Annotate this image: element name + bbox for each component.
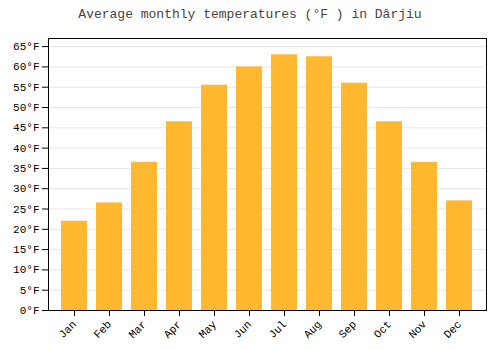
svg-text:May: May	[197, 318, 220, 341]
svg-text:20°F: 20°F	[13, 224, 39, 236]
svg-text:Mar: Mar	[127, 318, 149, 340]
svg-text:65°F: 65°F	[13, 41, 39, 53]
svg-text:50°F: 50°F	[13, 102, 39, 114]
html-text:Average monthly temperatures (: Average monthly temperatures (°F ) in Dâ…	[78, 7, 422, 22]
svg-text:Jun: Jun	[232, 318, 254, 340]
svg-text:Dec: Dec	[442, 318, 464, 340]
svg-text:30°F: 30°F	[13, 183, 39, 195]
svg-text:10°F: 10°F	[13, 264, 39, 276]
svg-text:0°F: 0°F	[20, 305, 40, 317]
svg-text:45°F: 45°F	[13, 122, 39, 134]
svg-text:Aug: Aug	[302, 318, 324, 340]
svg-text:25°F: 25°F	[13, 204, 39, 216]
svg-text:Sep: Sep	[337, 318, 359, 340]
svg-text:5°F: 5°F	[20, 285, 40, 297]
svg-text:Nov: Nov	[407, 318, 430, 341]
svg-text:35°F: 35°F	[13, 163, 39, 175]
svg-text:55°F: 55°F	[13, 82, 39, 94]
svg-text:Apr: Apr	[162, 318, 184, 340]
svg-text:40°F: 40°F	[13, 143, 39, 155]
svg-text:15°F: 15°F	[13, 244, 39, 256]
svg-text:Feb: Feb	[92, 318, 114, 340]
svg-text:Jan: Jan	[57, 318, 79, 340]
svg-text:60°F: 60°F	[13, 61, 39, 73]
svg-text:Oct: Oct	[372, 318, 394, 340]
svg-text:Jul: Jul	[267, 318, 289, 340]
